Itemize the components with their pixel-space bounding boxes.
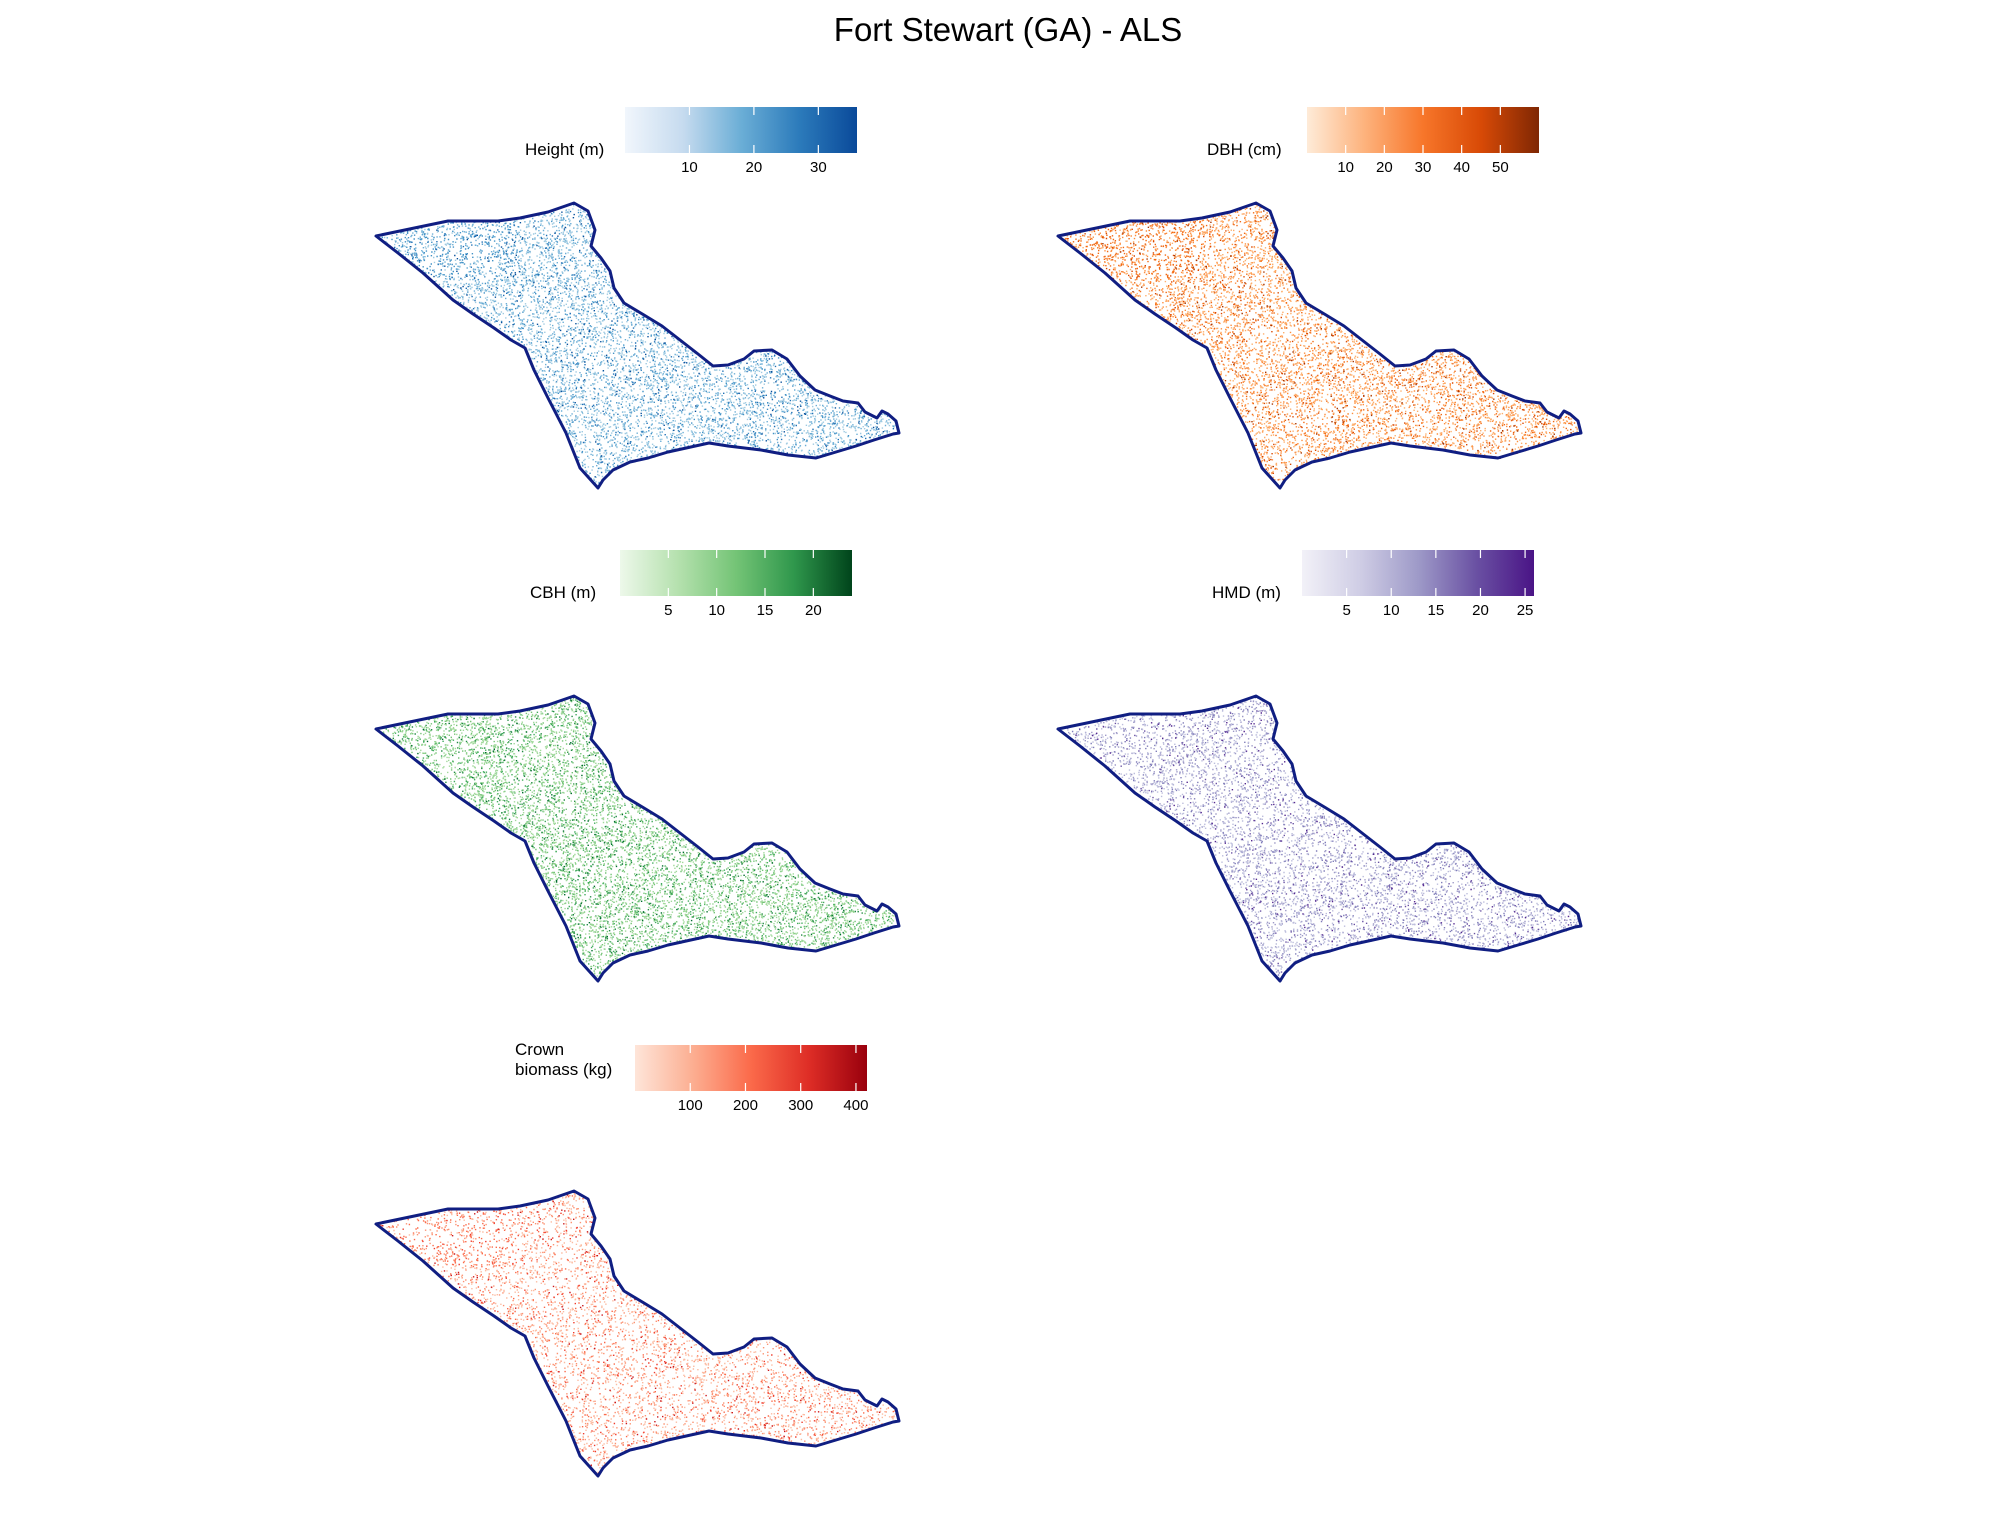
height-colorbar [625, 107, 857, 153]
crown-biomass-legend-title-line: Crown [515, 1040, 565, 1059]
height-tree-points [380, 204, 899, 489]
hmd-tree-points [1059, 697, 1582, 982]
height-map [374, 201, 901, 490]
hmd-legend-title-line: HMD (m) [1212, 583, 1281, 602]
crown-biomass-map [374, 1189, 901, 1478]
cbh-legend-tick-label: 5 [664, 602, 673, 619]
height-tree-point-group [390, 211, 885, 478]
panel-height: Height (m) 10 20 30 [374, 52, 1335, 542]
crown-biomass-legend-title-line: biomass (kg) [515, 1060, 613, 1079]
dbh-legend-tick-label: 40 [1453, 159, 1470, 176]
hmd-colorbar [1302, 550, 1534, 596]
height-legend-title-line: Height (m) [525, 140, 605, 159]
height-tree-point-group [380, 204, 899, 486]
cbh-legend-title-line: CBH (m) [530, 583, 597, 602]
height-legend-title: Height (m) [525, 140, 604, 160]
hmd-map [1056, 694, 1583, 983]
dbh-tree-point-group [1064, 204, 1576, 481]
hmd-colorbar-fill [1302, 550, 1534, 596]
cbh-map [374, 694, 901, 983]
cbh-tree-points [376, 697, 901, 978]
crown-biomass-legend-tick-label: 100 [677, 1097, 703, 1114]
cbh-legend-tick-label: 20 [804, 602, 822, 619]
cbh-legend-title: CBH (m) [530, 583, 596, 603]
dbh-legend-tick-label: 50 [1491, 159, 1509, 176]
hmd-legend-tick-label: 20 [1472, 602, 1489, 619]
crown-biomass-legend-tick-label: 200 [732, 1097, 758, 1114]
crown-biomass-legend-tick-label: 300 [788, 1097, 814, 1114]
cbh-boundary [374, 694, 901, 983]
cbh-colorbar [620, 550, 852, 596]
hmd-tree-point-group [1059, 697, 1582, 982]
hmd-legend-tick-label: 25 [1516, 602, 1534, 619]
figure-title: Fort Stewart (GA) - ALS [833, 11, 1183, 48]
crown-biomass-colorbar [635, 1045, 867, 1091]
hmd-legend-tick-label: 10 [1382, 602, 1400, 619]
cbh-tree-point-group [380, 700, 899, 975]
crown-biomass-tree-points [377, 1193, 898, 1476]
hmd-legend-title: HMD (m) [1212, 583, 1281, 603]
dbh-legend-tick-label: 20 [1375, 159, 1393, 176]
dbh-tree-points [1059, 204, 1580, 487]
panel-cbh: CBH (m) 5 10 15 20 [374, 545, 1335, 1035]
dbh-legend-title-line: DBH (cm) [1207, 140, 1282, 159]
cbh-tree-point-group [376, 698, 901, 978]
crown-biomass-boundary [374, 1189, 901, 1478]
dbh-tree-point-group [1064, 211, 1579, 475]
crown-biomass-tree-point-group [382, 1193, 898, 1474]
panel-hmd: HMD (m) 5 10 15 20 25 [1056, 545, 2016, 1035]
dbh-map [1056, 201, 1583, 490]
crown-biomass-colorbar-fill [635, 1045, 867, 1091]
panel-dbh: DBH (cm) 10 20 30 40 50 [1056, 52, 2016, 542]
dbh-legend-tick-label: 30 [1414, 159, 1432, 176]
cbh-legend-tick-label: 15 [756, 602, 774, 619]
dbh-colorbar [1307, 107, 1539, 153]
hmd-legend-tick-label: 5 [1342, 602, 1351, 619]
height-tree-point-group [394, 210, 895, 489]
height-legend-tick-label: 10 [681, 159, 698, 176]
cbh-legend-tick-label: 10 [708, 602, 725, 619]
dbh-legend-title: DBH (cm) [1207, 140, 1282, 160]
hmd-tree-point-group [1074, 703, 1566, 973]
dbh-legend-tick-label: 10 [1337, 159, 1354, 176]
crown-biomass-legend-tick-label: 400 [843, 1097, 869, 1114]
hmd-legend-tick-label: 15 [1427, 602, 1445, 619]
height-legend-tick-label: 30 [809, 159, 827, 176]
crown-biomass-tree-point-group [377, 1195, 897, 1467]
dbh-boundary [1056, 201, 1583, 490]
crown-biomass-legend-title: Crown biomass (kg) [515, 1040, 612, 1080]
height-tree-point-group [383, 205, 897, 484]
height-boundary [374, 201, 901, 490]
crown-biomass-tree-point-group [381, 1194, 881, 1466]
hmd-boundary [1056, 694, 1583, 983]
panel-crown-biomass: Crown biomass (kg) 100 200 300 400 [374, 1040, 1335, 1530]
height-legend-tick-label: 20 [745, 159, 763, 176]
